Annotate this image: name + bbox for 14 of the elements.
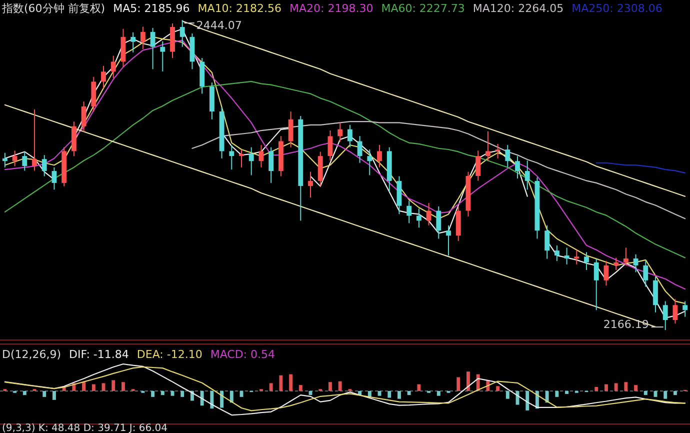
series-label: DEA: -12.10 <box>136 348 202 361</box>
annotation: 2166.19 <box>603 318 649 331</box>
annotation: 2444.07 <box>196 19 242 32</box>
series-label: MA5: 2185.96 <box>113 2 190 15</box>
text: MA20: 2198.30 <box>290 2 374 15</box>
text: MA10: 2182.56 <box>198 2 282 15</box>
chart-title: D(12,26,9) <box>2 348 62 361</box>
series-label: DIF: -11.84 <box>69 348 129 361</box>
text: MA120: 2264.05 <box>472 2 564 15</box>
series-label: MACD: 0.54 <box>210 348 275 361</box>
chart-title: 指数(60分钟 前复权) <box>1 2 106 15</box>
text: (9,3,3) K: 48.48 D: 39.71 J: 66.04 <box>2 423 168 433</box>
text: MA250: 2308.06 <box>572 2 662 15</box>
text: MA60: 2227.73 <box>381 2 465 15</box>
